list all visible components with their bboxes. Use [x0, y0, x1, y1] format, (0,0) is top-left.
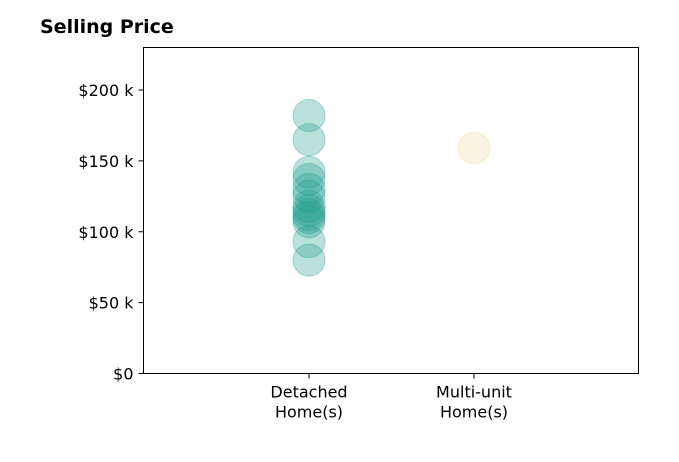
- data-point: [292, 123, 326, 157]
- data-point: [292, 162, 326, 196]
- y-tick-label: $100 k: [78, 223, 134, 242]
- data-point: [292, 194, 326, 227]
- data-point: [292, 99, 326, 133]
- x-axis: Detached Home(s) Multi-unit Home(s): [270, 373, 512, 422]
- data-point: [292, 179, 326, 213]
- x-tick-label: Detached Home(s): [270, 383, 347, 422]
- data-point: [292, 225, 326, 259]
- chart-title: Selling Price: [40, 16, 174, 38]
- data-point: [292, 201, 326, 235]
- y-tick-label: $200 k: [78, 81, 134, 100]
- y-tick-label: $0: [113, 365, 133, 384]
- data-point: [457, 131, 491, 165]
- data-point: [292, 155, 326, 189]
- plot-frame: [143, 47, 639, 374]
- data-point: [292, 189, 326, 223]
- points-layer: [292, 99, 491, 277]
- data-point: [292, 205, 326, 239]
- data-point: [292, 172, 326, 206]
- y-tick-label: $150 k: [78, 152, 134, 171]
- data-point: [292, 198, 326, 232]
- x-tick-label: Multi-unit Home(s): [436, 383, 512, 422]
- y-tick-label: $50 k: [89, 294, 135, 313]
- data-point: [292, 243, 326, 277]
- y-axis: $0 $50 k $100 k $150 k $200 k: [78, 81, 144, 384]
